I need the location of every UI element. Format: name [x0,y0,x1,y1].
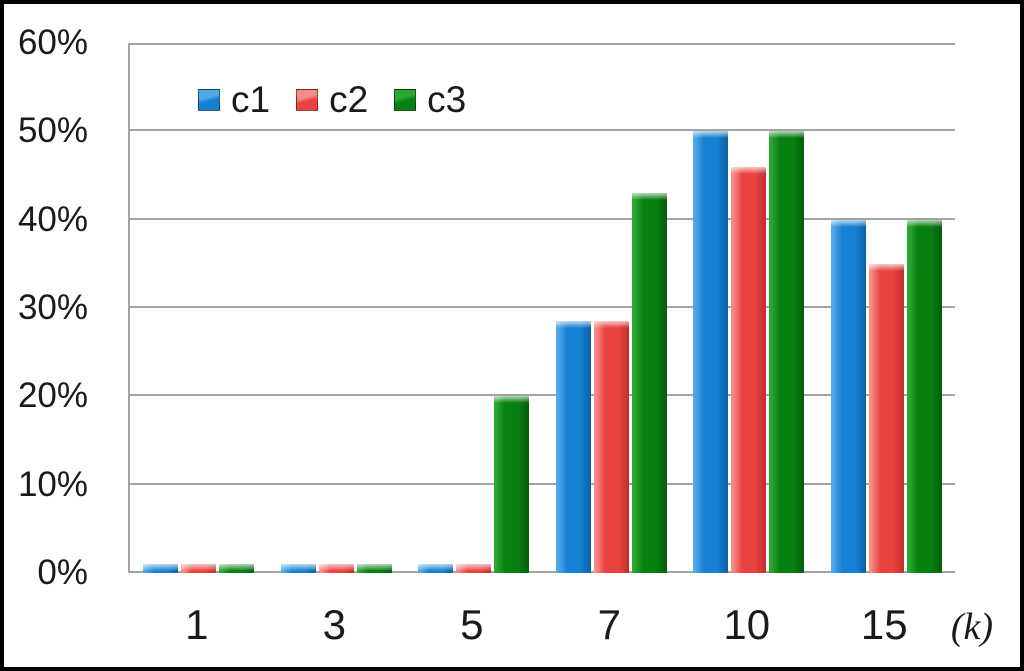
bar-c2-k3 [318,564,354,573]
y-tick-label-40%: 40% [17,199,88,239]
y-tick-label-0%: 0% [37,553,88,592]
legend-label-c1: c1 [231,79,271,120]
bar-group-3 [268,43,406,573]
gridline-0 [130,571,955,573]
bar-c3-k10 [769,131,805,573]
y-tick-label-30%: 30% [17,288,88,327]
bar-group-15 [818,43,956,573]
bar-c1-k7 [555,321,591,573]
bar-group-1 [130,43,268,573]
gridline-10 [130,483,955,485]
y-tick-label-60%: 60% [17,23,88,62]
bar-c1-k1 [143,564,179,573]
legend-item-c3: c3 [394,80,466,120]
bar-c1-k5 [418,564,454,573]
bar-c2-k7 [593,321,629,573]
bar-c2-k10 [731,167,767,573]
gridline-20 [130,394,955,396]
bar-c3-k3 [356,564,392,573]
bar-c1-k3 [280,564,316,573]
bar-c3-k1 [219,564,255,573]
bar-c2-k1 [181,564,217,573]
gridline-30 [130,306,955,308]
gridline-50 [130,129,955,131]
plot-area [128,43,955,573]
bar-c2-k5 [456,564,492,573]
y-tick-label-50%: 50% [17,111,88,151]
bar-c1-k10 [693,131,729,573]
x-tick-label-1: 1 [185,601,209,648]
x-tick-label-15: 15 [860,601,908,648]
legend-label-c3: c3 [427,79,467,120]
legend-marker-c2 [296,89,319,111]
bar-c2-k15 [868,264,904,573]
legend-item-c1: c1 [198,80,270,120]
gridline-40 [130,218,955,220]
x-tick-label-7: 7 [597,601,621,648]
bar-c1-k15 [830,220,866,573]
x-axis-labels: 1 3 5 7 10 15 [128,600,953,650]
bar-group-10 [680,43,818,573]
legend-marker-c3 [394,89,417,111]
gridline-60 [130,43,955,45]
y-tick-label-10%: 10% [17,464,88,504]
x-tick-label-10: 10 [723,601,771,648]
legend-item-c2: c2 [296,80,368,120]
bar-group-7 [543,43,681,573]
bar-c3-k15 [906,220,942,573]
y-tick-label-20%: 20% [17,376,88,416]
legend-label-c2: c2 [329,79,369,120]
x-axis-unit-label: (k) [950,606,994,648]
bar-group-5 [405,43,543,573]
bar-groups [130,43,955,573]
legend-marker-c1 [198,89,220,111]
legend: c1 c2 c3 [198,80,466,120]
x-tick-label-5: 5 [460,601,484,648]
x-tick-label-3: 3 [322,601,346,648]
bar-c3-k5 [494,396,530,573]
bar-c3-k7 [631,193,667,573]
